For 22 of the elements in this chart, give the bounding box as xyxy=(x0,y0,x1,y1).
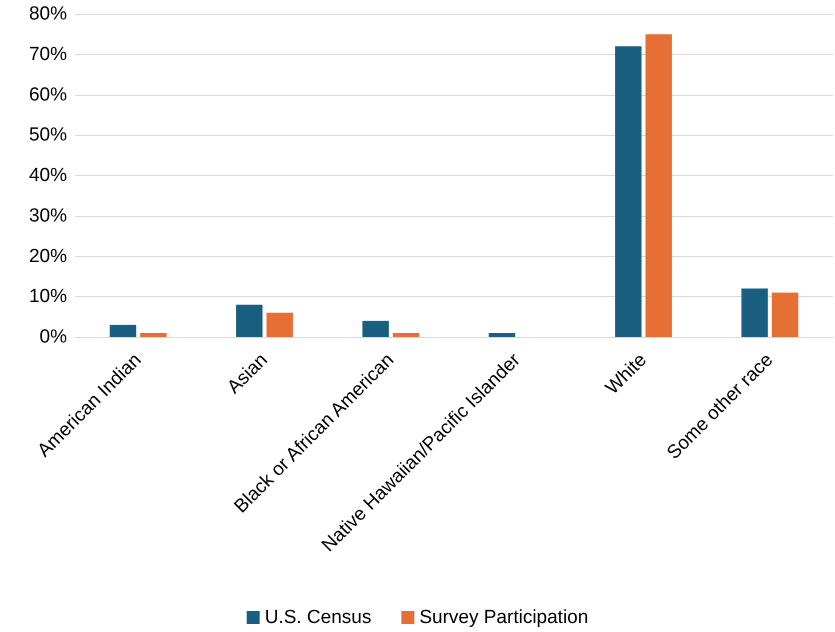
y-tick-label: 60% xyxy=(28,84,68,106)
bar xyxy=(362,320,389,337)
bar xyxy=(236,304,263,337)
legend-label: U.S. Census xyxy=(264,607,372,628)
bar xyxy=(488,332,516,337)
y-tick-label: 40% xyxy=(28,165,68,186)
bar xyxy=(392,332,420,337)
bar xyxy=(615,46,642,337)
legend-label: Survey Participation xyxy=(419,607,588,628)
y-tick-label: 30% xyxy=(28,205,68,226)
bar xyxy=(110,324,136,337)
bar xyxy=(266,312,293,337)
y-tick-label: 70% xyxy=(28,44,68,65)
bar xyxy=(645,34,672,337)
bar xyxy=(140,332,167,337)
bar xyxy=(772,292,798,337)
bar xyxy=(741,288,768,337)
y-tick-label: 20% xyxy=(28,246,68,267)
y-tick-label: 0% xyxy=(40,326,68,348)
y-tick-label: 50% xyxy=(28,124,68,146)
y-tick-label: 10% xyxy=(28,286,68,308)
y-tick-label: 80% xyxy=(28,4,68,24)
